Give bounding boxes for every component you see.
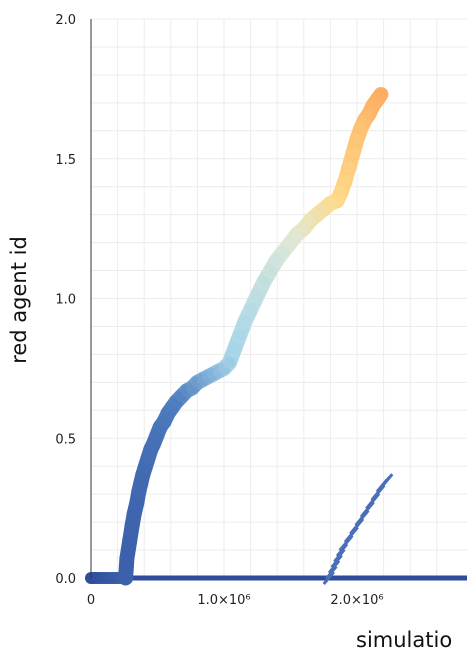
data-point bbox=[277, 244, 290, 257]
x-ticks: 0 1.0×10⁶ 2.0×10⁶ bbox=[87, 593, 384, 608]
data-point bbox=[239, 314, 252, 327]
data-point bbox=[351, 133, 363, 146]
data-point bbox=[118, 571, 133, 585]
data-point bbox=[343, 161, 356, 174]
series-secondary bbox=[322, 473, 394, 585]
data-point bbox=[244, 303, 257, 316]
y-tick-label: 2.0 bbox=[55, 13, 76, 28]
y-tick-label: 1.5 bbox=[55, 153, 76, 168]
series-main bbox=[85, 86, 389, 586]
data-point bbox=[333, 548, 346, 563]
y-ticks: 0.0 0.5 1.0 1.5 2.0 bbox=[55, 13, 76, 587]
data-point bbox=[129, 495, 144, 510]
data-point bbox=[297, 222, 310, 235]
data-point bbox=[284, 236, 297, 249]
y-tick-label: 0.0 bbox=[55, 572, 76, 587]
y-axis-label: red agent id bbox=[7, 236, 31, 364]
data-point bbox=[228, 342, 241, 355]
data-point bbox=[347, 147, 360, 160]
x-tick-label: 0 bbox=[87, 593, 95, 608]
data-point bbox=[327, 559, 341, 574]
data-point bbox=[330, 554, 343, 569]
data-point bbox=[122, 534, 137, 549]
data-point bbox=[127, 506, 142, 521]
x-tick-label: 2.0×10⁶ bbox=[330, 593, 383, 608]
data-point bbox=[381, 473, 394, 488]
data-point bbox=[374, 88, 387, 101]
x-tick-label: 1.0×10⁶ bbox=[197, 593, 250, 608]
data-point bbox=[339, 175, 352, 188]
data-point bbox=[257, 275, 270, 288]
data-point bbox=[233, 328, 246, 341]
data-point bbox=[125, 517, 140, 532]
data-point bbox=[264, 264, 277, 277]
data-point bbox=[271, 253, 284, 266]
data-point bbox=[119, 551, 134, 566]
y-tick-label: 0.5 bbox=[55, 432, 76, 447]
y-tick-label: 1.0 bbox=[55, 293, 76, 308]
data-point bbox=[335, 186, 348, 199]
data-point bbox=[251, 289, 264, 302]
grid bbox=[90, 18, 467, 579]
data-point bbox=[325, 565, 338, 580]
data-point bbox=[322, 571, 335, 585]
x-axis-label: simulatio bbox=[356, 628, 452, 652]
data-point bbox=[223, 356, 236, 369]
